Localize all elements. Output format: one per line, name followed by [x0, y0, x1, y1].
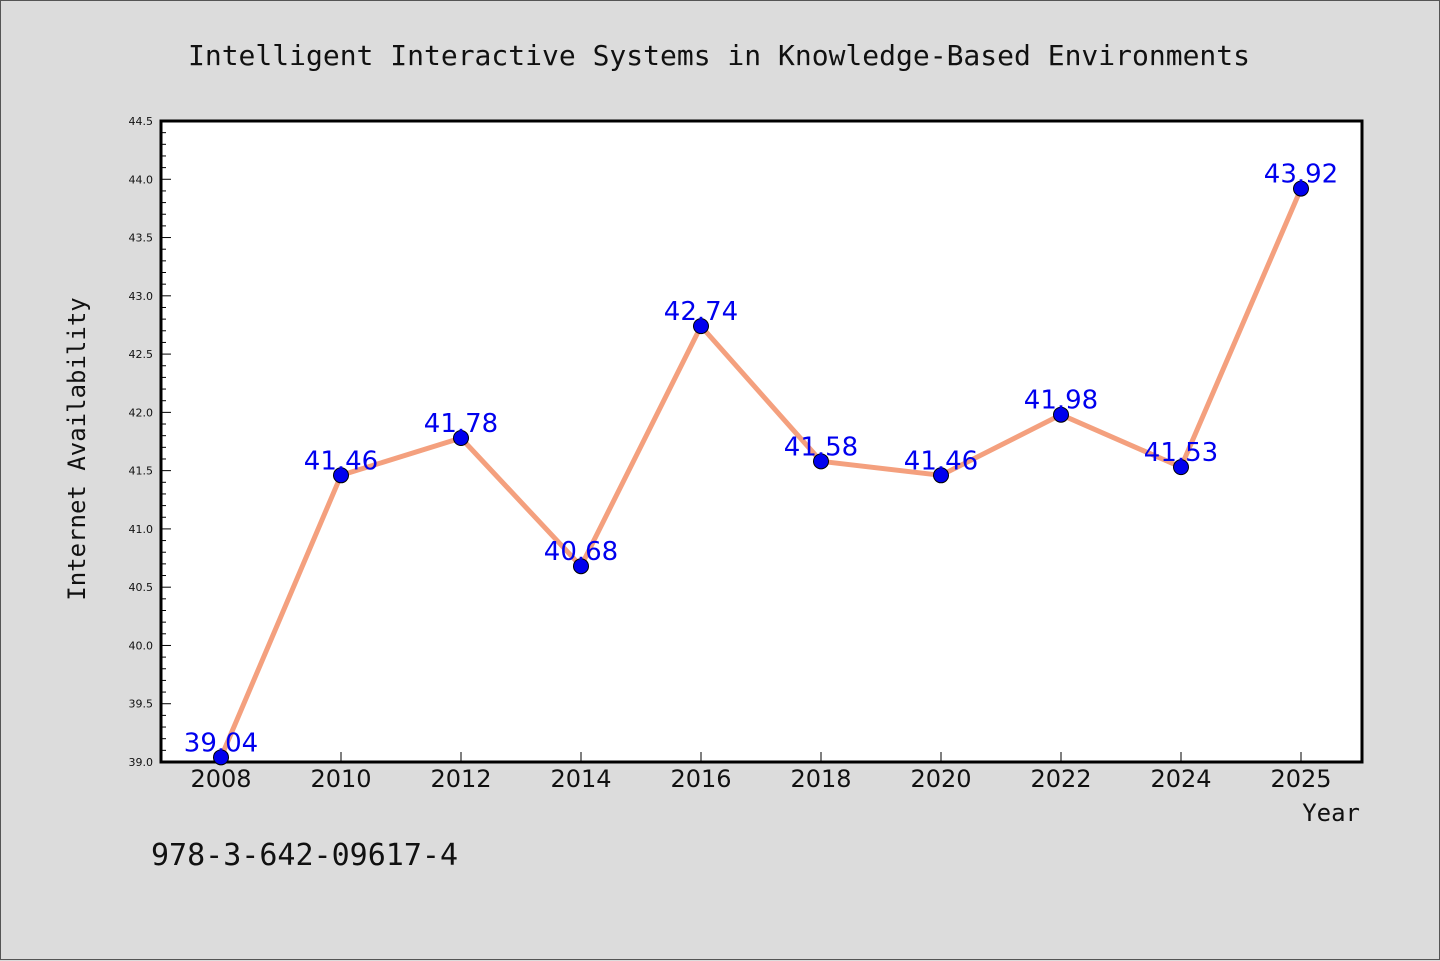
data-label: 41.58	[784, 432, 858, 462]
x-tick-label: 2012	[430, 765, 491, 793]
series-line	[218, 187, 1304, 759]
y-tick-label: 40.5	[129, 581, 154, 594]
markers-group	[213, 180, 1309, 766]
y-tick-label: 43.5	[129, 232, 154, 245]
data-point	[693, 318, 709, 335]
x-tick-label: 2016	[670, 765, 731, 793]
data-label: 41.46	[304, 446, 378, 476]
data-point	[333, 467, 349, 484]
x-tick-label: 2020	[910, 765, 971, 793]
data-point	[453, 430, 469, 447]
data-label: 41.98	[1024, 386, 1098, 416]
y-tick-label: 39.5	[129, 698, 154, 711]
y-tick-label: 42.5	[129, 348, 154, 361]
series-line-group	[218, 187, 1304, 759]
data-point	[1053, 406, 1069, 423]
data-point	[573, 558, 589, 575]
x-axis: 2008 2010 2012 2014 2016 2018 2020 2022 2024 2025	[190, 752, 1332, 793]
y-tick-label: 42.0	[129, 406, 154, 419]
y-tick-label: 44.5	[129, 115, 154, 128]
chart-title: Intelligent Interactive Systems in Knowl…	[188, 39, 1250, 72]
data-label: 40.68	[544, 537, 618, 567]
data-point	[1173, 459, 1189, 476]
data-label: 41.53	[1144, 438, 1218, 468]
y-tick-label: 39.0	[129, 756, 154, 769]
y-tick-label: 43.0	[129, 290, 154, 303]
data-point	[933, 467, 949, 484]
data-point	[1293, 180, 1309, 197]
x-tick-label: 2024	[1150, 765, 1211, 793]
x-tick-label: 2018	[790, 765, 851, 793]
y-axis-label: Internet Availability	[63, 297, 91, 600]
data-label: 41.78	[424, 409, 498, 439]
data-point	[213, 749, 229, 766]
y-tick-label: 41.0	[129, 523, 154, 536]
x-axis-label: Year	[1302, 799, 1360, 827]
footer-isbn-text: 978-3-642-09617-4	[151, 838, 458, 873]
y-tick-label: 40.0	[129, 639, 154, 652]
data-label: 43.92	[1264, 160, 1338, 190]
data-point	[813, 453, 829, 470]
x-tick-label: 2022	[1030, 765, 1091, 793]
data-label: 39.04	[184, 728, 258, 758]
data-labels-group: 39.04 41.46 41.78 40.68 42.74 41.58 41.46 41.98…	[184, 160, 1338, 759]
x-tick-label: 2010	[310, 765, 371, 793]
y-axis: 39.0 39.5 40.0 40.5 41.0 41.5 42.0 42.5 43.0 43.5…	[129, 115, 171, 769]
y-tick-label: 41.5	[129, 465, 154, 478]
x-tick-label: 2008	[190, 765, 251, 793]
data-label: 41.46	[904, 446, 978, 476]
data-label: 42.74	[664, 297, 738, 327]
y-tick-label: 44.0	[129, 173, 154, 186]
x-tick-label: 2014	[550, 765, 611, 793]
x-tick-label: 2025	[1270, 765, 1331, 793]
plot-area	[159, 119, 1364, 764]
